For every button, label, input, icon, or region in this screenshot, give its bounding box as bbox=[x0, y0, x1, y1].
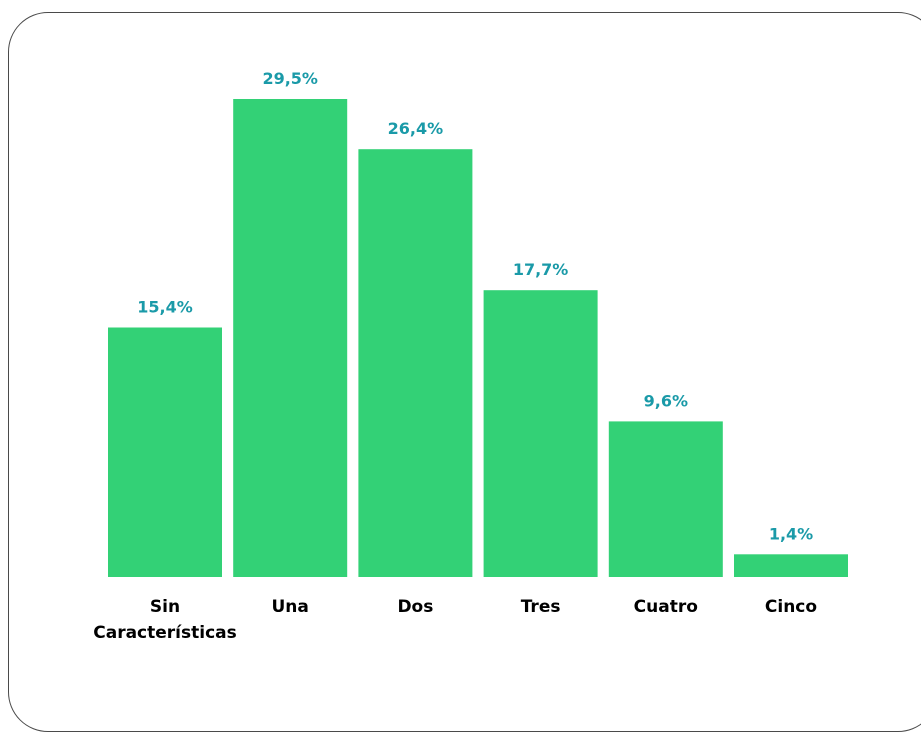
bar bbox=[483, 290, 598, 577]
bar bbox=[108, 327, 222, 577]
bar-chart: 15,4% 29,5% 26,4% 17,7% 9,6% 1,4% Sin Caracter… bbox=[93, 69, 848, 643]
category-label: Sin bbox=[150, 597, 180, 617]
bar bbox=[358, 149, 473, 577]
data-label: 26,4% bbox=[388, 119, 444, 138]
bar bbox=[233, 99, 348, 577]
data-label: 9,6% bbox=[644, 391, 688, 410]
category-label: Cinco bbox=[765, 597, 817, 617]
data-label: 1,4% bbox=[769, 524, 813, 543]
category-label: Dos bbox=[397, 597, 433, 617]
category-label: Cuatro bbox=[634, 597, 698, 617]
category-labels-group: Sin Características Una Dos Tres Cuatro Cinco bbox=[93, 597, 817, 643]
value-labels-group: 15,4% 29,5% 26,4% 17,7% 9,6% 1,4% bbox=[137, 69, 813, 543]
category-label: Características bbox=[93, 623, 237, 643]
data-label: 17,7% bbox=[513, 260, 569, 279]
bar bbox=[734, 554, 848, 577]
category-label: Una bbox=[272, 597, 309, 617]
category-label: Tres bbox=[521, 597, 561, 617]
bars-group bbox=[108, 99, 848, 577]
data-label: 15,4% bbox=[137, 298, 193, 317]
data-label: 29,5% bbox=[262, 69, 318, 88]
bar bbox=[608, 421, 723, 577]
